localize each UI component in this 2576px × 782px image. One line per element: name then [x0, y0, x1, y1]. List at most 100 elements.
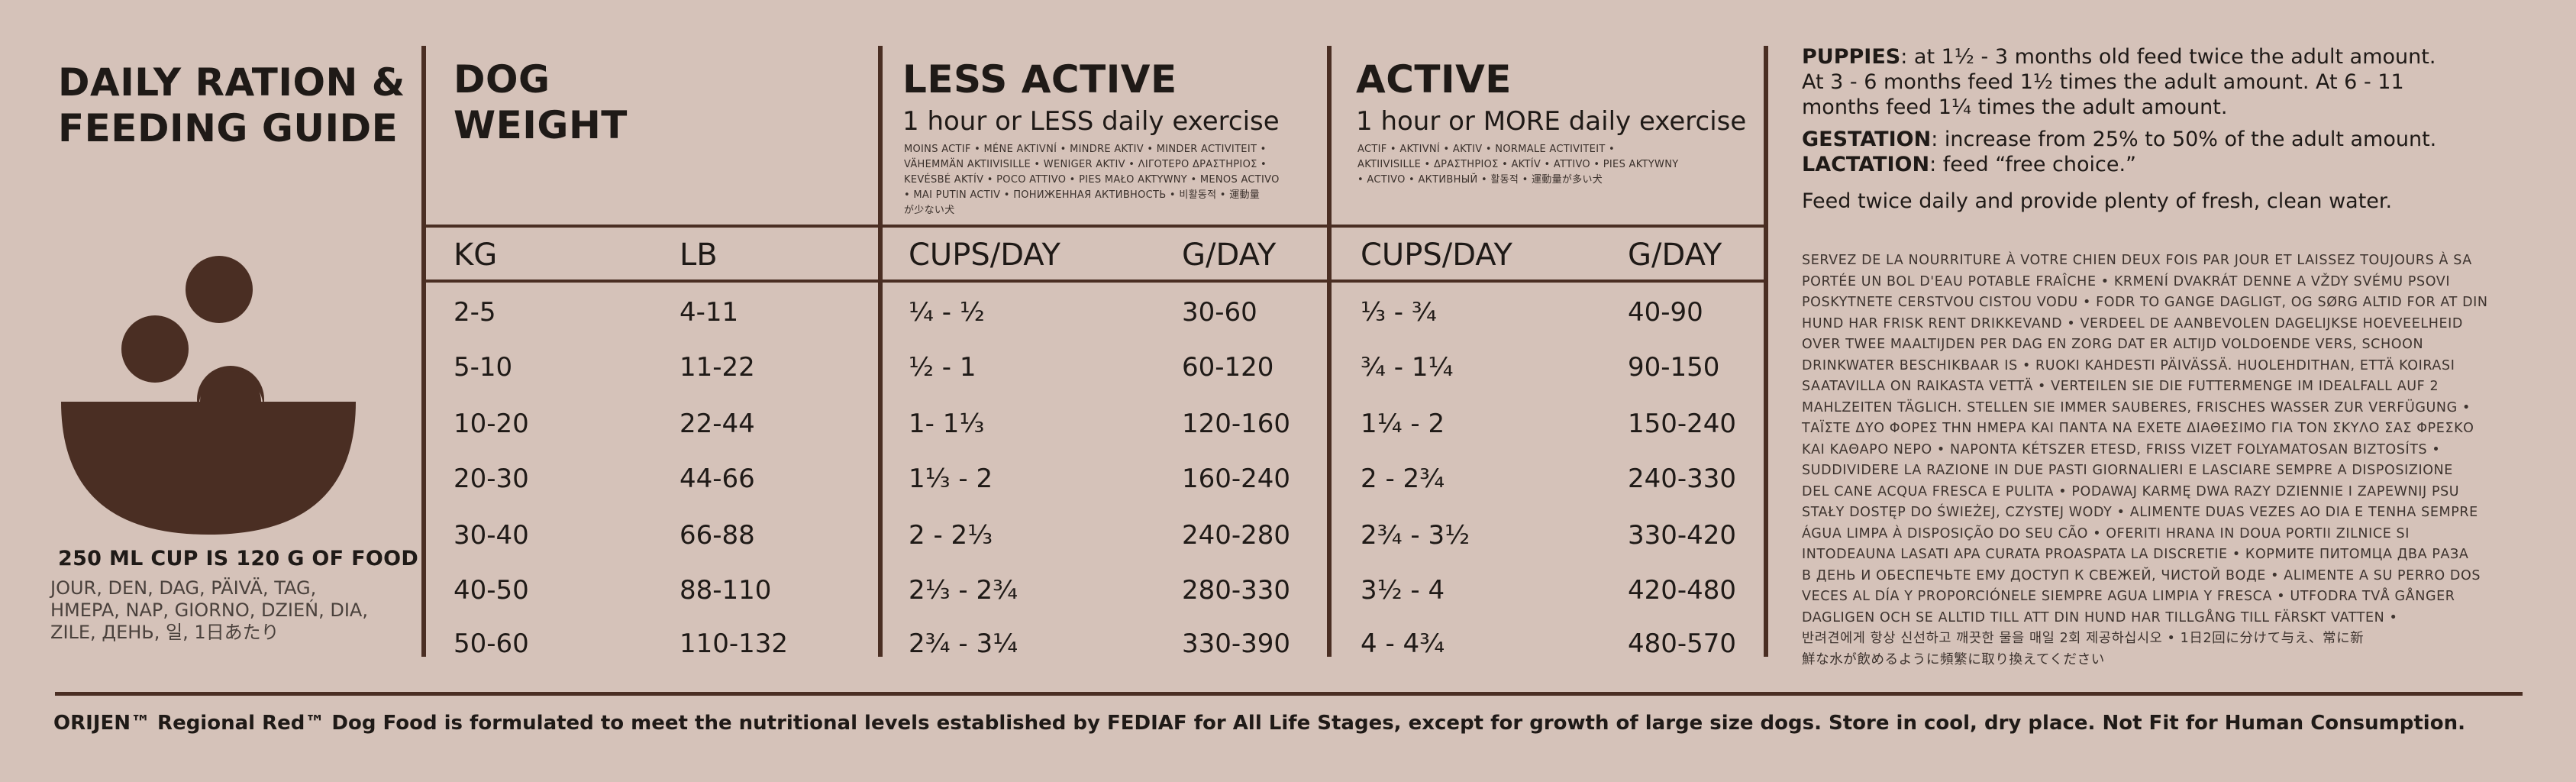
multilang-line: VECES AL DÍA Y PROPORCIÓNELE SIEMPRE AGU…: [1802, 589, 2455, 604]
weight-title-line2: WEIGHT: [454, 103, 628, 147]
active-cups-cell: ¾ - 1¼: [1361, 352, 1454, 383]
gestation-label: GESTATION: [1802, 128, 1932, 151]
active-g-cell: 330-420: [1628, 520, 1737, 551]
feed-note: Feed twice daily and provide plenty of f…: [1802, 189, 2393, 213]
less-g-cell: 240-280: [1182, 520, 1291, 551]
cup-note: 250 ML CUP IS 120 G OF FOOD: [58, 547, 419, 570]
cup-lang-line: ZILE, ДЕНЬ, 일, 1日あたり: [50, 622, 279, 643]
cup-lang-line: HMEPA, NAP, GIORNO, DZIEŃ, DIA,: [50, 599, 368, 621]
kg-cell: 20-30: [454, 464, 529, 494]
translation-line: AKTIIVISILLE • ΔΡΑΣΤΗΡΙΟΣ • AKTÍV • ATTI…: [1357, 159, 1679, 170]
feeding-notes: PUPPIES: at 1½ - 3 months old feed twice…: [1802, 44, 2550, 214]
active-cups-cell: 1¼ - 2: [1361, 409, 1445, 439]
multilang-line: ÁGUA LIMPA À DISPOSIÇÃO DO SEU CÃO • OFE…: [1802, 525, 2410, 541]
less-active-subtitle: 1 hour or LESS daily exercise: [902, 106, 1280, 137]
multilang-line: SERVEZ DE LA NOURRITURE À VOTRE CHIEN DE…: [1802, 253, 2472, 268]
active-g-cell: 90-150: [1628, 352, 1720, 383]
weight-column-title: DOG WEIGHT: [454, 57, 628, 148]
less-cups-cell: ¼ - ½: [909, 297, 985, 328]
puppies-note-line: months feed 1¼ times the adult amount.: [1802, 95, 2228, 119]
guide-title-line1: DAILY RATION &: [58, 60, 405, 105]
less-g-cell: 120-160: [1182, 409, 1291, 439]
footer-text: ORIJEN™ Regional Red™ Dog Food is formul…: [53, 712, 2465, 735]
multilang-line: DEL CANE ACQUA FRESCA E PULITA • PODAWAJ…: [1802, 483, 2460, 499]
less-cups-cell: ½ - 1: [909, 352, 976, 383]
multilang-line: ΚΑΙ ΚΑΘΑΡΟ ΝΕΡΟ • NAPONTA KÉTSZER ETESD,…: [1802, 441, 2441, 457]
guide-title-line2: FEEDING GUIDE: [58, 106, 399, 150]
multilanguage-instructions: SERVEZ DE LA NOURRITURE À VOTRE CHIEN DE…: [1802, 250, 2535, 671]
lb-cell: 44-66: [680, 464, 755, 494]
active-g-cell: 420-480: [1628, 575, 1737, 606]
active-subtitle: 1 hour or MORE daily exercise: [1356, 106, 1747, 137]
active-cups-cell: 3½ - 4: [1361, 575, 1445, 606]
guide-title: DAILY RATION & FEEDING GUIDE: [58, 60, 405, 151]
kg-cell: 2-5: [454, 297, 496, 328]
multilang-line: SUDDIVIDERE LA RAZIONE IN DUE PASTI GIOR…: [1802, 463, 2453, 478]
less-cups-cell: 1⅓ - 2: [909, 464, 993, 494]
multilang-line: DAGLIGEN OCH SE ALLTID TILL ATT DIN HUND…: [1802, 609, 2398, 625]
footer-rule: [55, 692, 2523, 696]
kg-cell: 40-50: [454, 575, 529, 606]
header-rule: [424, 280, 1766, 283]
cup-note-languages: JOUR, DEN, DAG, PÄIVÄ, TAG, HMEPA, NAP, …: [50, 577, 368, 644]
multilang-line: STAŁY DOSTĘP DO ŚWIEŻEJ, CZYSTEJ WODY • …: [1802, 505, 2478, 520]
less-cups-cell: 2¾ - 3¼: [909, 629, 1018, 659]
lb-cell: 88-110: [680, 575, 772, 606]
less-cups-cell: 1- 1⅓: [909, 409, 985, 439]
puppies-note: PUPPIES: at 1½ - 3 months old feed twice…: [1802, 44, 2550, 69]
multilang-line: POSKYTNETE CERSTVOU CISTOU VODU • FODR T…: [1802, 295, 2488, 310]
column-rule: [1764, 46, 1768, 657]
header-rule: [424, 225, 1766, 228]
less-g-cell: 60-120: [1182, 352, 1274, 383]
multilang-line: PORTÉE UN BOL D'EAU POTABLE FRAÎCHE • KR…: [1802, 273, 2451, 289]
multilang-line: MAHLZEITEN TÄGLICH. STELLEN SIE IMMER SA…: [1802, 399, 2471, 415]
cup-lang-line: JOUR, DEN, DAG, PÄIVÄ, TAG,: [50, 577, 317, 599]
active-cups-cell: 4 - 4¾: [1361, 629, 1445, 659]
multilang-line: ΤΑΪΣΤΕ ΔΥΟ ΦΟΡΕΣ ΤΗΝ ΗΜΕΡΑ ΚΑΙ ΠΑΝΤΑ ΝΑ …: [1802, 421, 2474, 436]
kg-cell: 10-20: [454, 409, 529, 439]
active-g-cell: 40-90: [1628, 297, 1703, 328]
lactation-text: : feed “free choice.”: [1929, 153, 2137, 176]
translation-line: • ACTIVO • АКТИВНЫЙ • 활동적 • 運動量が多い犬: [1357, 174, 1603, 186]
active-g-cell: 480-570: [1628, 629, 1737, 659]
lactation-note: LACTATION: feed “free choice.”: [1802, 152, 2550, 177]
kg-cell: 50-60: [454, 629, 529, 659]
multilang-line: 鮮な水が飲めるように頻繁に取り換えてください: [1802, 651, 2105, 667]
lb-cell: 110-132: [680, 629, 789, 659]
translation-line: • MAI PUTIN ACTIV • ПОНИЖЕННАЯ АКТИВНОСТ…: [904, 189, 1261, 201]
translation-line: KEVÉSBÉ AKTÍV • POCO ATTIVO • PIES MAŁO …: [904, 174, 1280, 186]
active-g-cell: 240-330: [1628, 464, 1737, 494]
less-g-header: G/DAY: [1182, 238, 1277, 273]
multilang-line: В ДЕНЬ И ОБЕСПЕЧЬТЕ ЕМУ ДОСТУП К СВЕЖЕЙ,…: [1802, 567, 2481, 583]
translation-line: VÄHEMMÄN AKTIIVISILLE • WENIGER AKTIV • …: [904, 159, 1267, 170]
multilang-line: OVER TWEE MAALTIJDEN PER DAG EN ZORG DAT…: [1802, 337, 2424, 352]
active-cups-cell: 2¾ - 3½: [1361, 520, 1470, 551]
multilang-line: INTODEAUNA LASATI APA CURATA PROASPATA L…: [1802, 547, 2469, 562]
translation-line: ACTIF • AKTIVNÍ • AKTIV • NORMALE ACTIVI…: [1357, 144, 1615, 155]
column-rule: [421, 46, 426, 657]
active-cups-cell: ⅓ - ¾: [1361, 297, 1437, 328]
puppies-note-line: At 3 - 6 months feed 1½ times the adult …: [1802, 70, 2404, 94]
active-cups-header: CUPS/DAY: [1361, 238, 1512, 273]
active-g-cell: 150-240: [1628, 409, 1737, 439]
puppies-text: : at 1½ - 3 months old feed twice the ad…: [1900, 45, 2436, 69]
less-g-cell: 280-330: [1182, 575, 1291, 606]
active-g-header: G/DAY: [1628, 238, 1722, 273]
lb-cell: 11-22: [680, 352, 755, 383]
less-cups-header: CUPS/DAY: [909, 238, 1060, 273]
lb-cell: 66-88: [680, 520, 755, 551]
active-title: ACTIVE: [1356, 57, 1512, 102]
active-cups-cell: 2 - 2¾: [1361, 464, 1445, 494]
multilang-line: HUND HAR FRISK RENT DRIKKEVAND • VERDEEL…: [1802, 315, 2463, 331]
less-g-cell: 330-390: [1182, 629, 1291, 659]
lb-cell: 4-11: [680, 297, 739, 328]
kg-cell: 5-10: [454, 352, 513, 383]
less-active-translations: MOINS ACTIF • MÉNE AKTIVNÍ • MINDRE AKTI…: [904, 142, 1280, 218]
multilang-line: 반려견에게 항상 신선하고 깨끗한 물을 매일 2회 제공하십시오 • 1日2回…: [1802, 631, 2365, 646]
puppies-label: PUPPIES: [1802, 45, 1901, 69]
less-cups-cell: 2 - 2⅓: [909, 520, 993, 551]
lb-header: LB: [680, 238, 718, 273]
column-rule: [1327, 46, 1332, 657]
less-active-title: LESS ACTIVE: [902, 57, 1177, 102]
